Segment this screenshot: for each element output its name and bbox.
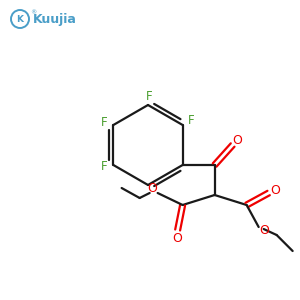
Text: Kuujia: Kuujia: [33, 13, 77, 26]
Text: O: O: [173, 232, 183, 244]
Text: ®: ®: [30, 11, 36, 16]
Text: O: O: [233, 134, 243, 146]
Text: F: F: [188, 115, 195, 128]
Text: O: O: [148, 182, 158, 196]
Text: F: F: [146, 89, 152, 103]
Text: O: O: [260, 224, 270, 238]
Text: O: O: [271, 184, 281, 196]
Text: F: F: [101, 160, 108, 173]
Text: K: K: [16, 14, 23, 23]
Text: F: F: [101, 116, 108, 130]
